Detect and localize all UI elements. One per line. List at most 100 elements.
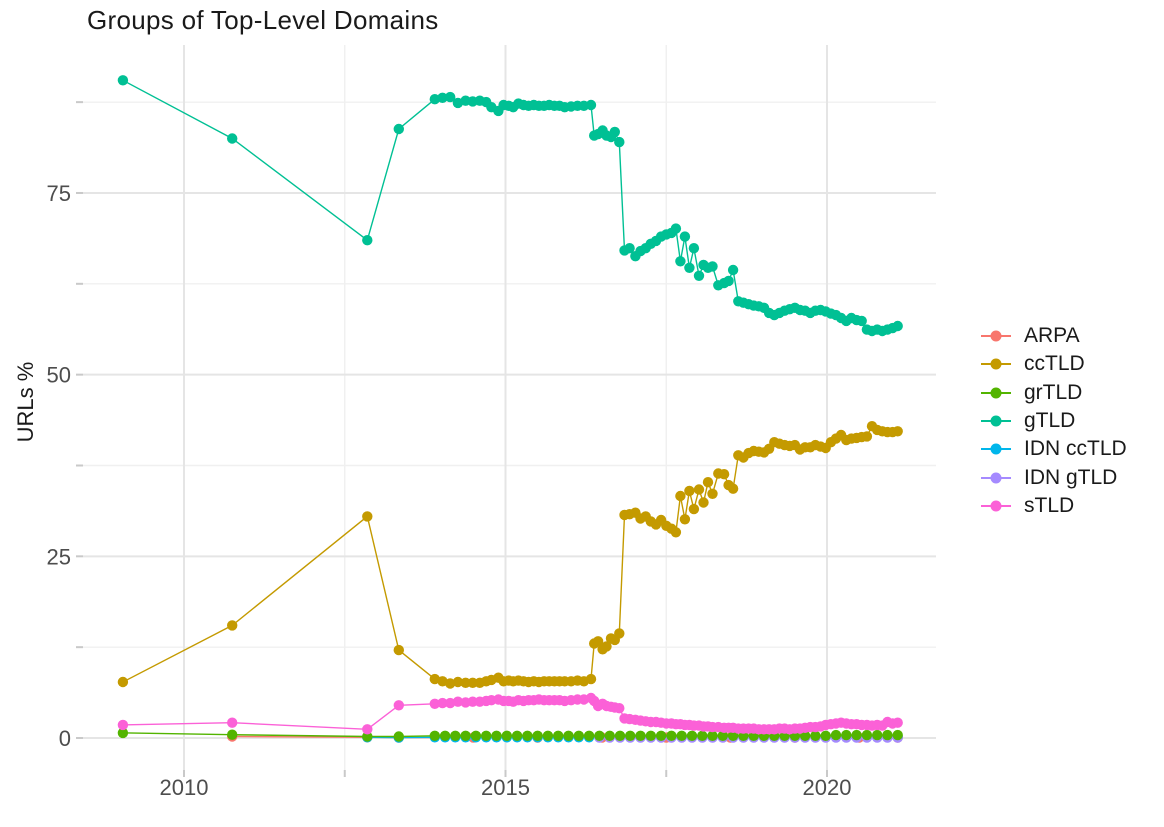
y-tick-label: 75 xyxy=(47,181,71,206)
legend: ARPA ccTLD grTLD gTLD IDN ccTLD IDN gTLD sTLD xyxy=(981,322,1127,520)
data-point-sTLD xyxy=(437,697,448,709)
data-point-gTLD xyxy=(892,320,903,332)
data-point-ccTLD xyxy=(698,497,709,508)
legend-key-grTLD-icon xyxy=(981,386,1011,400)
data-point-grTLD xyxy=(450,730,461,741)
data-point-gTLD xyxy=(437,92,448,104)
data-point-sTLD xyxy=(227,717,238,728)
legend-dot-icon xyxy=(990,358,1002,370)
legend-item-sTLD: sTLD xyxy=(981,492,1127,520)
data-point-grTLD xyxy=(841,729,852,741)
data-point-grTLD xyxy=(511,730,523,741)
legend-label: IDN ccTLD xyxy=(1024,437,1127,461)
legend-dot-icon xyxy=(990,330,1002,342)
data-point-gTLD xyxy=(723,275,734,287)
data-point-ccTLD xyxy=(693,484,705,495)
data-point-ccTLD xyxy=(362,511,373,522)
data-point-grTLD xyxy=(501,730,512,741)
data-point-grTLD xyxy=(117,727,129,739)
data-point-grTLD xyxy=(882,729,893,741)
data-point-grTLD xyxy=(625,730,636,741)
legend-label: IDN gTLD xyxy=(1024,465,1118,489)
legend-key-ccTLD-icon xyxy=(981,357,1011,371)
legend-item-IDN-gTLD: IDN gTLD xyxy=(981,463,1127,491)
data-point-grTLD xyxy=(872,729,883,741)
data-point-grTLD xyxy=(717,730,728,741)
data-point-grTLD xyxy=(481,730,492,741)
data-point-grTLD xyxy=(738,730,749,741)
legend-dot-icon xyxy=(990,500,1002,512)
y-tick-label: 0 xyxy=(59,726,71,751)
data-point-grTLD xyxy=(362,731,373,742)
data-point-sTLD xyxy=(445,697,456,709)
data-point-ccTLD xyxy=(861,431,873,442)
data-point-ccTLD xyxy=(718,469,730,480)
legend-dot-icon xyxy=(990,415,1002,427)
data-point-sTLD xyxy=(393,700,404,711)
data-point-grTLD xyxy=(655,730,667,741)
data-point-grTLD xyxy=(563,730,574,741)
data-point-ccTLD xyxy=(117,676,129,688)
data-point-ccTLD xyxy=(670,527,682,538)
data-point-gTLD xyxy=(117,75,129,86)
data-point-grTLD xyxy=(707,730,718,741)
legend-dot-icon xyxy=(990,443,1002,455)
data-point-grTLD xyxy=(583,730,595,741)
data-point-grTLD xyxy=(686,730,698,741)
x-tick-label: 2015 xyxy=(481,775,530,800)
legend-item-gTLD: gTLD xyxy=(981,407,1127,435)
legend-key-ARPA-icon xyxy=(981,329,1011,343)
data-point-grTLD xyxy=(522,730,533,741)
data-point-grTLD xyxy=(861,729,873,741)
data-point-grTLD xyxy=(429,730,440,741)
data-point-ccTLD xyxy=(707,488,718,499)
data-point-gTLD xyxy=(445,91,456,103)
data-point-grTLD xyxy=(393,731,404,742)
data-point-gTLD xyxy=(393,123,404,135)
series-line-gTLD xyxy=(122,79,898,332)
data-point-gTLD xyxy=(227,133,238,144)
legend-item-ccTLD: ccTLD xyxy=(981,350,1127,378)
data-point-grTLD xyxy=(573,730,584,741)
data-point-gTLD xyxy=(688,243,700,254)
data-point-grTLD xyxy=(666,730,677,741)
data-point-ccTLD xyxy=(892,426,903,437)
data-point-grTLD xyxy=(532,730,543,741)
x-tick-label: 2020 xyxy=(803,775,852,800)
data-point-sTLD xyxy=(117,719,129,731)
data-point-grTLD xyxy=(635,730,646,741)
legend-key-gTLD-icon xyxy=(981,414,1011,428)
data-point-gTLD xyxy=(693,270,705,281)
data-point-gTLD xyxy=(707,261,718,272)
legend-key-sTLD-icon xyxy=(981,499,1011,513)
data-point-sTLD xyxy=(452,696,464,707)
data-point-ccTLD xyxy=(592,636,604,647)
legend-label: ARPA xyxy=(1024,324,1080,348)
y-tick-label: 50 xyxy=(47,363,71,388)
data-point-ccTLD xyxy=(452,676,464,688)
data-point-ccTLD xyxy=(684,485,695,497)
data-point-sTLD xyxy=(362,724,373,735)
data-point-grTLD xyxy=(614,730,626,741)
data-point-gTLD xyxy=(670,223,682,234)
data-point-ccTLD xyxy=(675,490,686,502)
x-tick-label: 2010 xyxy=(160,775,209,800)
data-point-grTLD xyxy=(491,730,502,741)
data-point-ccTLD xyxy=(601,641,612,652)
data-point-grTLD xyxy=(676,730,687,741)
data-point-sTLD xyxy=(892,717,903,728)
data-point-grTLD xyxy=(460,730,471,741)
legend-key-IDN-gTLD-icon xyxy=(981,471,1011,485)
data-point-sTLD xyxy=(429,698,440,709)
legend-item-grTLD: grTLD xyxy=(981,379,1127,407)
data-point-gTLD xyxy=(727,264,739,276)
data-point-grTLD xyxy=(645,730,656,741)
data-point-gTLD xyxy=(585,99,597,111)
data-point-ccTLD xyxy=(614,628,625,639)
data-point-grTLD xyxy=(820,730,831,741)
data-point-grTLD xyxy=(439,730,451,741)
data-point-grTLD xyxy=(470,730,482,741)
data-point-grTLD xyxy=(594,730,605,741)
